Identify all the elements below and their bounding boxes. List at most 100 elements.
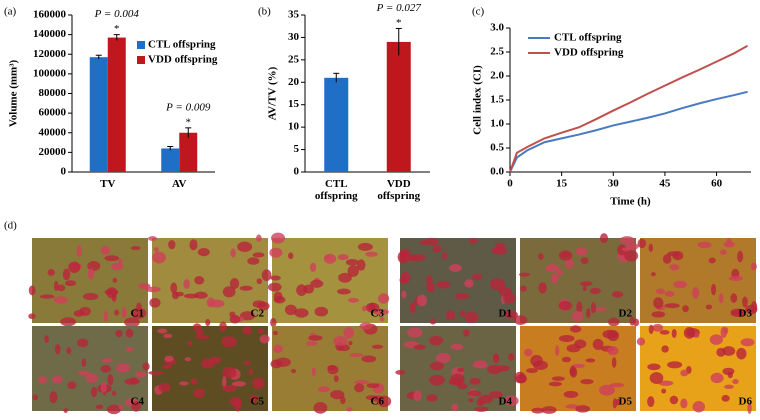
stained-cell — [347, 265, 359, 277]
stained-cell — [580, 281, 593, 287]
stained-cell — [118, 404, 124, 410]
stained-cell — [531, 407, 545, 414]
stained-cell — [67, 381, 77, 390]
stained-cell — [724, 327, 729, 334]
stained-cell — [732, 378, 739, 385]
y-tick-label: 15 — [288, 98, 300, 110]
micrograph-label: D5 — [619, 396, 633, 408]
stained-cell — [337, 254, 349, 261]
stained-cell — [710, 372, 724, 384]
stained-cell — [558, 300, 573, 311]
legend-label: CTL offspring — [554, 32, 622, 44]
y-tick-label: 0.0 — [490, 166, 504, 178]
y-tick-label: 20 — [288, 76, 300, 88]
stained-cell — [259, 334, 270, 344]
stained-cell — [661, 345, 669, 353]
y-tick-label: 2.5 — [490, 46, 504, 58]
stained-cell — [416, 294, 428, 307]
panel-label: (a) — [4, 6, 17, 18]
stained-cell — [44, 335, 49, 344]
stained-cell — [436, 280, 451, 289]
stained-cell — [63, 408, 68, 413]
stained-cell — [429, 361, 444, 371]
stained-cell — [157, 328, 168, 334]
y-tick-label: 40000 — [39, 126, 67, 138]
micrograph: C2 — [145, 234, 272, 327]
y-tick-label: 25 — [288, 53, 300, 65]
stained-cell — [87, 268, 95, 280]
micrograph-bg — [152, 326, 268, 411]
stained-cell — [592, 338, 604, 350]
stained-cell — [611, 357, 617, 368]
micrograph-label: D3 — [739, 308, 753, 320]
stained-cell — [112, 277, 118, 283]
stained-cell — [652, 323, 664, 332]
stained-cell — [520, 285, 527, 292]
stained-cell — [229, 314, 241, 324]
stained-cell — [472, 273, 483, 281]
stained-cell — [620, 236, 635, 245]
micrograph: D5 — [514, 325, 636, 414]
stained-cell — [125, 328, 134, 338]
stained-cell — [558, 335, 575, 343]
stained-cell — [348, 340, 353, 346]
stained-cell — [673, 280, 687, 289]
stained-cell — [611, 291, 624, 298]
stained-cell — [354, 383, 365, 393]
stained-cell — [585, 358, 596, 363]
stained-cell — [346, 407, 353, 412]
stained-cell — [406, 327, 423, 338]
y-tick-label: 80000 — [39, 87, 67, 99]
stained-cell — [655, 288, 666, 295]
stained-cell — [519, 272, 531, 277]
stained-cell — [736, 347, 747, 360]
stained-cell — [187, 340, 193, 346]
stained-cell — [667, 251, 681, 257]
y-tick-label: 1.5 — [490, 94, 504, 106]
micrograph: C3 — [267, 232, 390, 328]
stained-cell — [338, 272, 352, 283]
stained-cell — [272, 344, 283, 353]
stained-cell — [317, 386, 330, 393]
stained-cell — [683, 327, 696, 339]
stained-cell — [576, 246, 588, 256]
error-bar — [167, 145, 174, 151]
stained-cell — [100, 245, 111, 255]
annotation: P = 0.027 — [376, 2, 422, 14]
stained-cell — [222, 366, 237, 379]
stained-cell — [477, 394, 493, 404]
stained-cell — [557, 269, 564, 276]
stained-cell — [222, 286, 236, 298]
stained-cell — [513, 315, 528, 325]
stained-cell — [305, 341, 318, 346]
stained-cell — [459, 310, 466, 317]
y-axis-title: Volume (mm³) — [8, 59, 20, 127]
stained-cell — [457, 367, 465, 373]
stained-cell — [183, 293, 199, 299]
stained-cell — [170, 282, 178, 294]
stained-cell — [740, 338, 755, 347]
micrograph: D3 — [637, 238, 758, 323]
stained-cell — [589, 287, 601, 295]
micrograph: D4 — [395, 326, 519, 412]
stained-cell — [252, 252, 265, 258]
stained-cell — [426, 282, 436, 293]
y-tick-label: 60000 — [39, 107, 67, 119]
stained-cell — [662, 254, 672, 264]
stained-cell — [464, 311, 479, 323]
stained-cell — [659, 330, 670, 335]
stained-cell — [469, 377, 481, 385]
stained-cell — [76, 245, 82, 258]
stained-cell — [66, 347, 72, 355]
bar — [161, 148, 180, 172]
stained-cell — [161, 364, 172, 369]
stained-cell — [598, 384, 615, 396]
stained-cell — [745, 304, 758, 315]
stained-cell — [333, 336, 348, 346]
stained-cell — [47, 269, 55, 276]
stained-cell — [582, 285, 587, 292]
stained-cell — [747, 402, 752, 415]
stained-cell — [413, 344, 426, 350]
stained-cell — [290, 368, 297, 374]
stained-cell — [616, 244, 627, 256]
